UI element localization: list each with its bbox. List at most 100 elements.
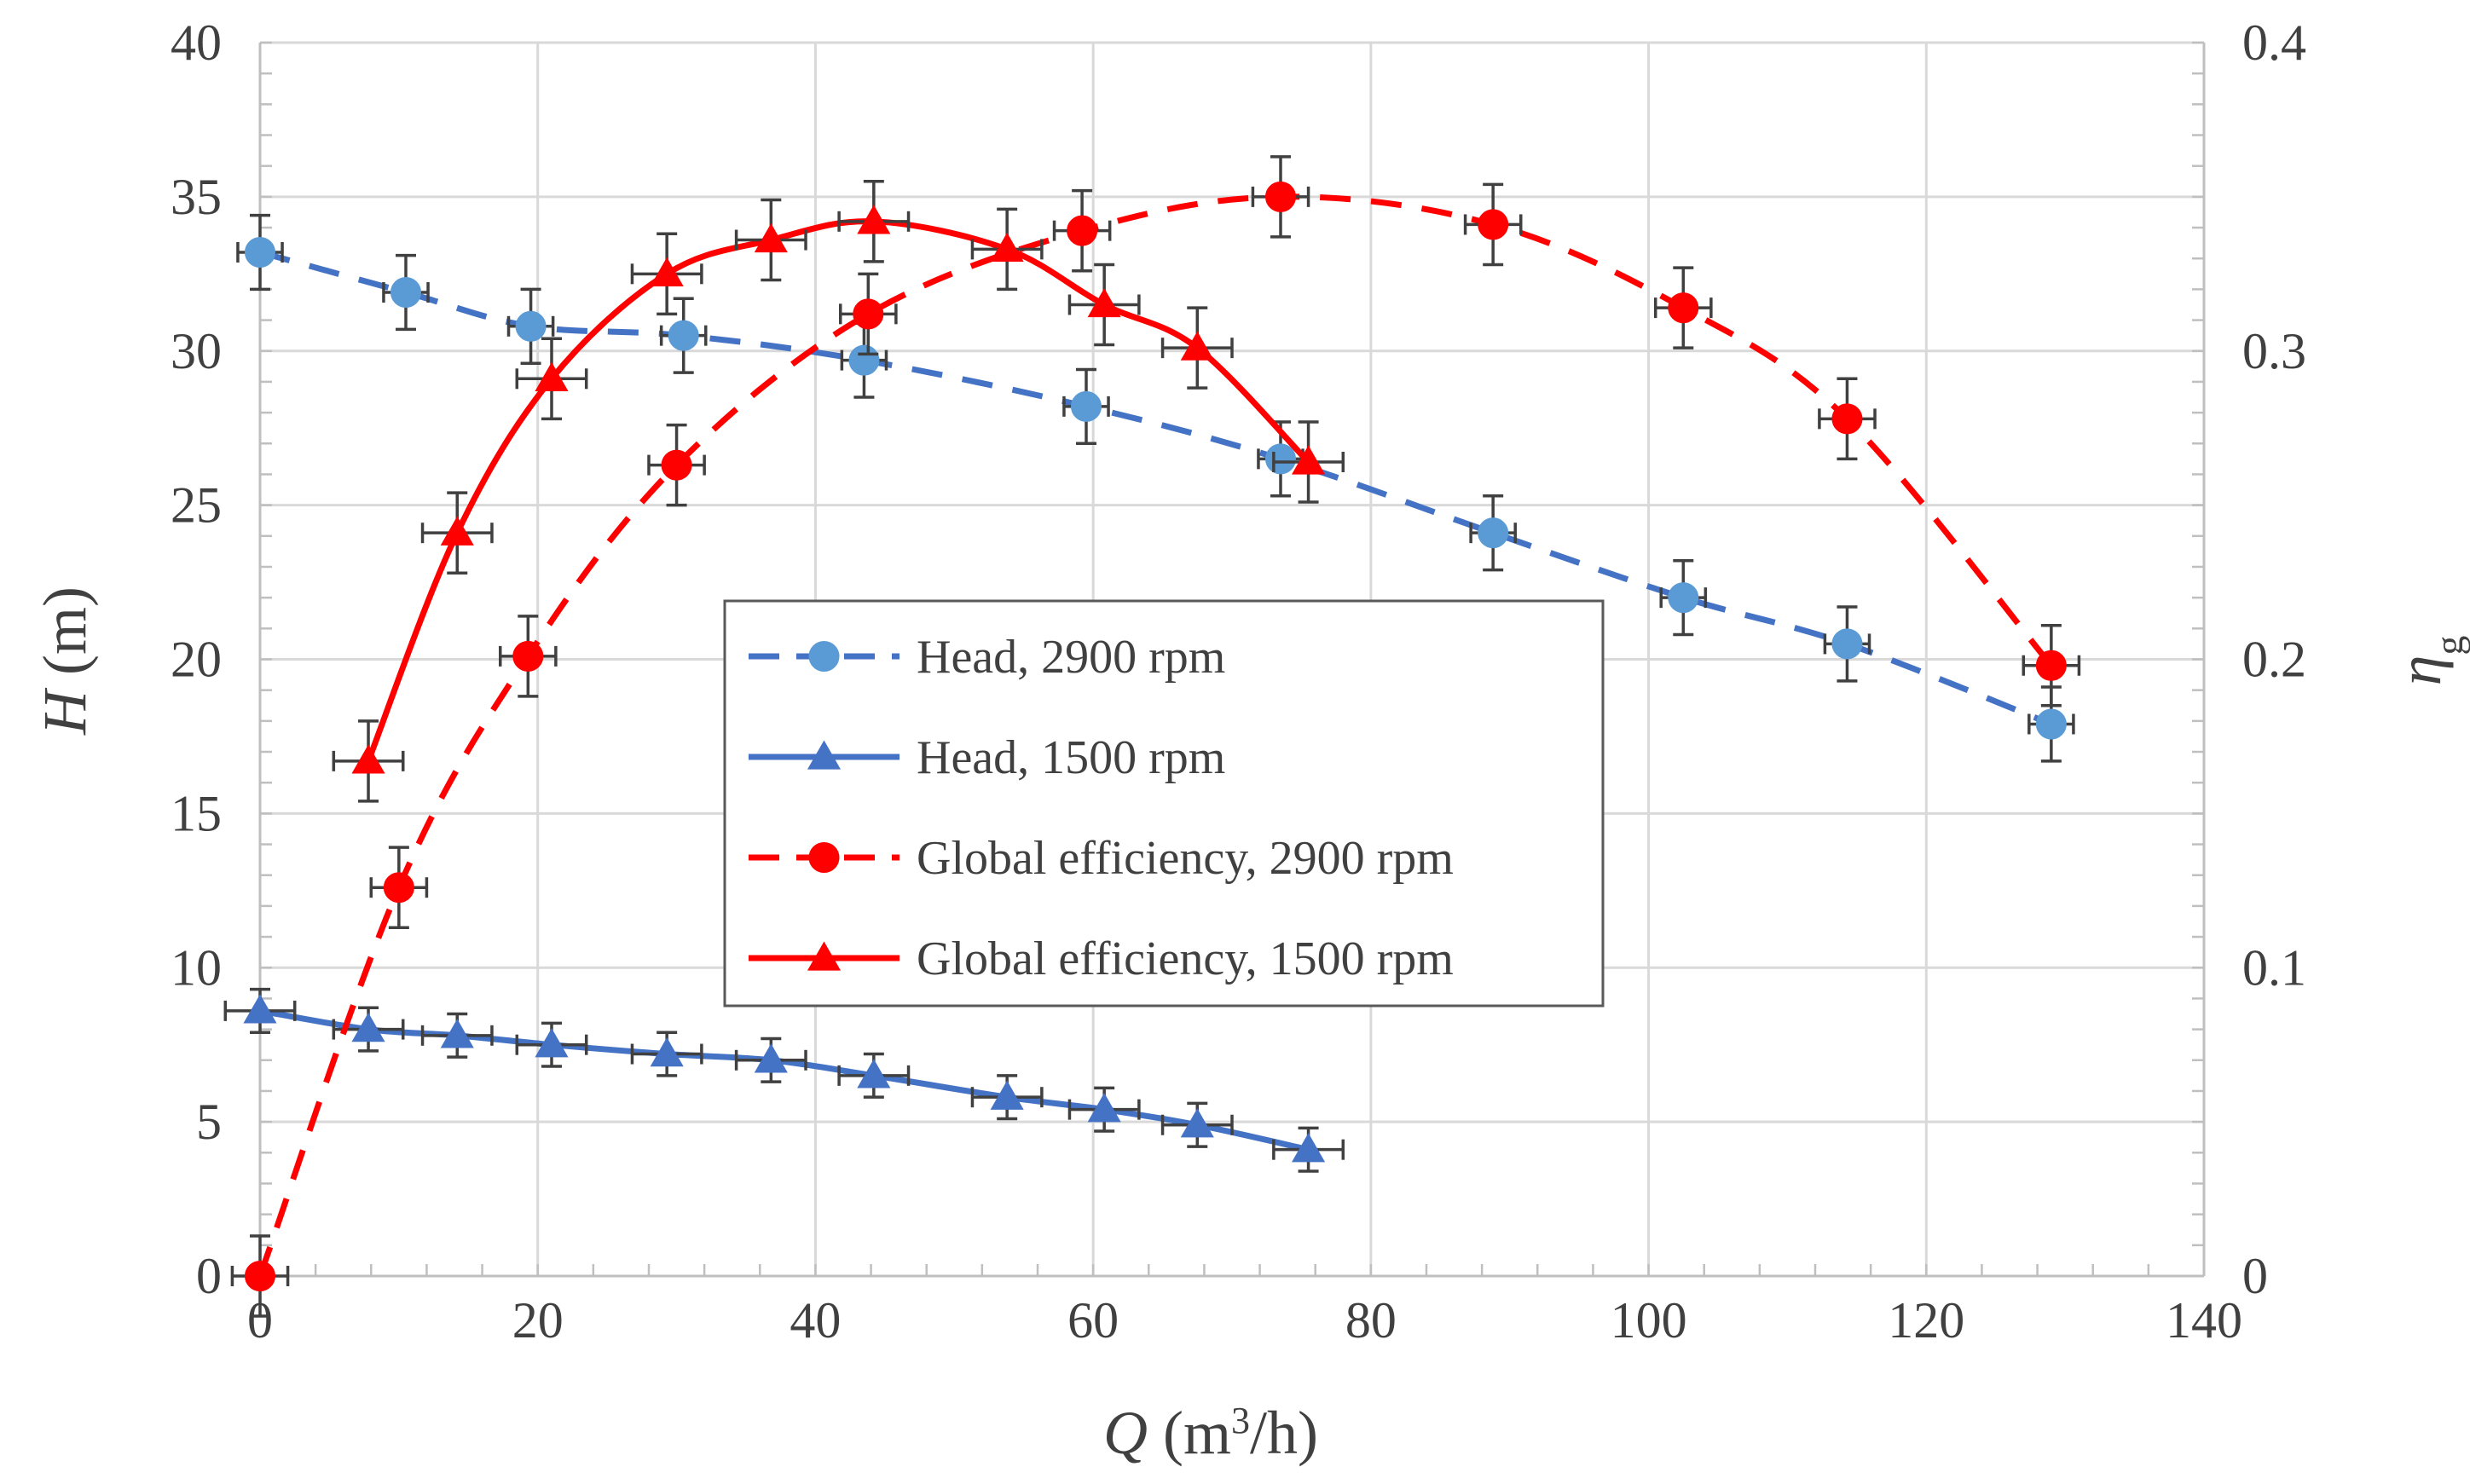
data-point [1067, 215, 1098, 246]
data-point [535, 1028, 569, 1058]
y-tick-label: 15 [171, 785, 222, 841]
y-tick-label: 25 [171, 477, 222, 534]
series-3 [332, 180, 1345, 803]
data-point [857, 1059, 891, 1088]
data-point [1071, 390, 1102, 422]
data-point [848, 344, 880, 376]
data-point [1478, 209, 1509, 240]
legend-entry: Global efficiency, 2900 rpm [749, 832, 1454, 885]
data-point [650, 257, 684, 286]
x-tick-label: 0 [247, 1292, 273, 1348]
data-point [1831, 403, 1863, 435]
legend-marker [807, 941, 842, 971]
y-tick-label: 10 [171, 939, 222, 996]
legend-label: Head, 2900 rpm [917, 631, 1225, 684]
data-point [1180, 331, 1214, 361]
data-point [1087, 1093, 1121, 1123]
x-axis-title-symbol: Q [1103, 1399, 1148, 1467]
data-point [650, 1036, 684, 1067]
data-point [245, 1261, 275, 1291]
legend-entry: Head, 1500 rpm [749, 731, 1225, 784]
y2-axis-title-sub: g [2427, 636, 2470, 655]
y-axis-title-symbol: H [31, 687, 99, 736]
data-point [243, 994, 277, 1024]
x-tick-label: 20 [512, 1292, 564, 1348]
data-point [1831, 628, 1863, 660]
data-point [857, 205, 891, 234]
x-tick-label: 100 [1611, 1292, 1687, 1348]
series-line [365, 218, 1311, 763]
x-tick-label: 60 [1067, 1292, 1119, 1348]
data-point [990, 1080, 1024, 1110]
data-point [1180, 1108, 1214, 1138]
y-tick-label: 40 [171, 14, 222, 71]
data-point [990, 232, 1024, 263]
x-axis-title-tail: /h) [1250, 1399, 1318, 1467]
data-point [661, 449, 692, 481]
error-bars [230, 155, 2081, 1318]
y-axis-title-unit: (m) [31, 586, 99, 690]
data-point [1265, 181, 1296, 212]
y2-tick-label: 0 [2242, 1248, 2268, 1304]
legend-label: Head, 1500 rpm [917, 731, 1225, 784]
data-point [351, 1013, 385, 1042]
y2-tick-label: 0.1 [2242, 939, 2306, 996]
x-axis-title-unit: (m [1148, 1399, 1231, 1467]
data-point [1478, 517, 1509, 549]
data-point [1668, 582, 1699, 614]
data-point [245, 236, 275, 268]
series-0 [236, 213, 2075, 763]
y-tick-label: 35 [171, 169, 222, 225]
y-tick-label: 5 [196, 1094, 222, 1150]
data-point [2035, 650, 2067, 681]
legend-entry: Head, 2900 rpm [749, 631, 1225, 684]
x-axis-title: Q (m3/h) [1103, 1399, 1318, 1467]
data-point [1668, 292, 1699, 324]
legend-label: Global efficiency, 2900 rpm [917, 832, 1454, 885]
x-tick-label: 140 [2166, 1292, 2242, 1348]
data-point [1292, 445, 1326, 475]
data-point [1292, 1133, 1326, 1163]
x-tick-label: 40 [790, 1292, 841, 1348]
data-point [853, 298, 884, 330]
legend: Head, 2900 rpm Head, 1500 rpm Global effic… [723, 599, 1605, 1008]
data-point [1087, 287, 1121, 318]
y2-axis-title-symbol: η [2386, 655, 2454, 686]
data-point [351, 744, 385, 774]
y2-tick-label: 0.3 [2242, 323, 2306, 379]
series-layer [223, 155, 2081, 1318]
y-tick-label: 30 [171, 323, 222, 379]
y-tick-label: 20 [171, 632, 222, 688]
legend-label: Global efficiency, 1500 rpm [917, 933, 1454, 985]
legend-marker [807, 740, 842, 770]
data-point [2035, 708, 2067, 740]
data-point [440, 1019, 474, 1048]
series-2 [230, 155, 2081, 1318]
y-axis-title: H (m) [31, 586, 99, 736]
series-line [257, 193, 2054, 1278]
data-point [512, 640, 544, 672]
data-point [1265, 443, 1296, 475]
data-point [754, 222, 788, 253]
series-1 [223, 987, 1345, 1173]
data-point [668, 320, 699, 351]
data-point [390, 277, 421, 309]
x-axis-title-sup: 3 [1231, 1400, 1250, 1441]
data-point [515, 310, 547, 342]
data-point [383, 872, 414, 904]
legend-entries: Head, 2900 rpm Head, 1500 rpm Global effic… [749, 631, 1454, 985]
data-point [535, 361, 569, 391]
data-point [440, 516, 474, 546]
data-point [754, 1043, 788, 1073]
legend-marker [808, 842, 840, 873]
y2-tick-label: 0.4 [2242, 14, 2306, 71]
y2-axis-title: ηg [2386, 636, 2470, 686]
tick-labels: 0 20 40 60 80 100 120 140051015202530354000.10.… [171, 14, 2306, 1348]
y2-tick-label: 0.2 [2242, 632, 2306, 688]
y-tick-label: 0 [196, 1248, 222, 1304]
legend-marker [808, 641, 840, 672]
x-tick-label: 120 [1888, 1292, 1964, 1348]
legend-entry: Global efficiency, 1500 rpm [749, 933, 1454, 985]
x-tick-label: 80 [1345, 1292, 1397, 1348]
